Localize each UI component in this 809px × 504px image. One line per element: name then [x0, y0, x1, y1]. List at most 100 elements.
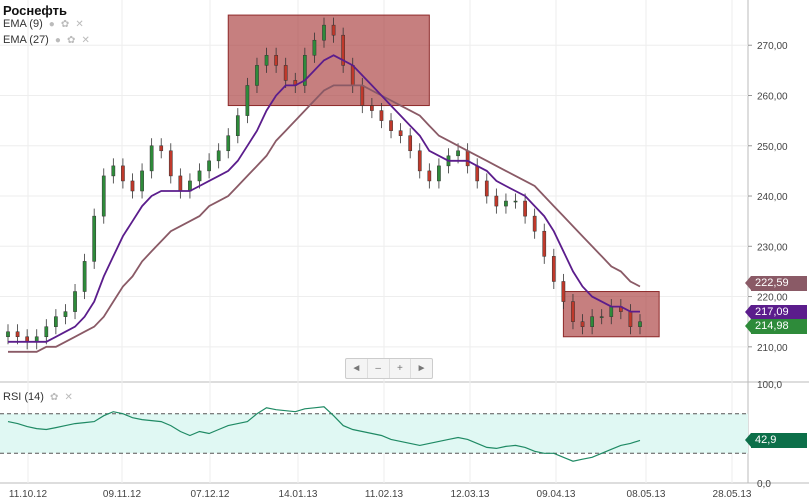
candle — [370, 105, 374, 111]
eye-icon[interactable]: ● — [48, 19, 55, 30]
ema-fast-label[interactable]: EMA (9) ● ✿ ✕ — [3, 18, 84, 30]
candle — [6, 331, 10, 338]
close-icon[interactable]: ✕ — [64, 392, 73, 403]
candle — [331, 24, 336, 36]
candle — [302, 55, 307, 86]
price-tick-label: 270,00 — [757, 41, 788, 52]
candle — [130, 180, 135, 192]
zoom-out-button[interactable]: – — [368, 359, 390, 378]
candle — [197, 170, 202, 182]
candle — [427, 170, 432, 182]
price-tick-label: 240,00 — [757, 192, 788, 203]
x-tick-label: 12.03.13 — [451, 489, 490, 500]
candle — [484, 180, 489, 197]
scroll-right-button[interactable]: ► — [416, 363, 427, 374]
candle — [580, 321, 585, 327]
candle — [551, 256, 556, 282]
ema-fast-value-badge: 217,09 — [745, 305, 807, 321]
close-icon[interactable]: ✕ — [75, 19, 84, 30]
candle — [101, 175, 106, 217]
ema-slow-line — [8, 84, 641, 353]
gear-icon[interactable]: ✿ — [50, 392, 59, 403]
candle — [140, 170, 144, 192]
price-tick-label: 210,00 — [757, 343, 788, 354]
candle — [54, 316, 58, 327]
close-icon[interactable]: ✕ — [81, 35, 90, 46]
price-tick-label: 260,00 — [757, 92, 788, 103]
candle — [628, 311, 633, 327]
highlight-zone — [227, 14, 430, 107]
candle — [417, 150, 422, 172]
rsi-label[interactable]: RSI (14) ✿ ✕ — [3, 391, 73, 403]
candle — [207, 160, 211, 172]
candle — [379, 110, 384, 121]
price-tick-label: 250,00 — [757, 142, 788, 153]
candle — [494, 195, 499, 207]
candle — [149, 145, 154, 172]
candle — [532, 215, 537, 232]
scroll-left-button[interactable]: ◄ — [346, 359, 368, 378]
candle — [341, 34, 346, 66]
candle — [437, 165, 441, 182]
candle — [561, 281, 566, 302]
candle — [168, 150, 173, 177]
x-tick-label: 07.12.12 — [191, 489, 230, 500]
x-tick-label: 28.05.13 — [713, 489, 752, 500]
candle — [513, 200, 518, 203]
candle — [599, 316, 604, 318]
rsi-value-badge: 42,9 — [745, 433, 807, 449]
highlight-zone — [562, 291, 660, 338]
candle — [456, 150, 460, 157]
candle — [312, 39, 317, 56]
ema-fast-line — [8, 54, 640, 343]
rsi-tick-label: 100,0 — [757, 380, 782, 391]
candle — [571, 301, 575, 322]
candle — [609, 306, 614, 317]
candle — [638, 321, 642, 327]
candle — [590, 316, 594, 327]
candle — [92, 215, 97, 262]
price-tick-label: 230,00 — [757, 242, 788, 253]
candle — [255, 65, 259, 86]
x-tick-label: 09.04.13 — [537, 489, 576, 500]
chart-title: Роснефть — [3, 3, 67, 18]
candle — [398, 130, 403, 136]
rsi-tick-label: 0,0 — [757, 479, 771, 490]
candle — [360, 85, 365, 106]
gear-icon[interactable]: ✿ — [60, 19, 70, 30]
chart-navigator: ◄ – + ► — [345, 358, 433, 379]
candle — [159, 145, 164, 152]
zoom-in-button[interactable]: + — [390, 359, 412, 378]
candle — [121, 165, 125, 182]
x-tick-label: 11.10.12 — [9, 489, 48, 500]
eye-icon[interactable]: ● — [54, 35, 61, 46]
candle — [15, 331, 20, 338]
candle — [63, 311, 68, 317]
candle — [283, 65, 288, 81]
candle — [235, 115, 240, 136]
price-tick-label: 220,00 — [757, 293, 788, 304]
candle — [542, 230, 547, 257]
ema-slow-label[interactable]: EMA (27) ● ✿ ✕ — [3, 34, 90, 46]
candle — [216, 150, 221, 162]
candle — [264, 55, 269, 66]
candle — [111, 165, 116, 177]
candle — [465, 150, 470, 167]
ema-slow-value-badge: 222,59 — [745, 276, 807, 292]
candle — [322, 24, 326, 41]
x-tick-label: 11.02.13 — [365, 489, 404, 500]
candle — [389, 120, 393, 131]
candle — [178, 175, 183, 192]
x-tick-label: 14.01.13 — [279, 489, 318, 500]
candle — [504, 200, 508, 207]
gear-icon[interactable]: ✿ — [67, 35, 76, 46]
x-tick-label: 08.05.13 — [627, 489, 666, 500]
candle — [82, 261, 87, 292]
candle — [245, 85, 250, 116]
candle — [523, 200, 527, 217]
candle — [44, 326, 49, 338]
candle — [73, 291, 77, 312]
candle — [274, 55, 278, 66]
price-value-badge: 214,98 — [745, 318, 807, 334]
